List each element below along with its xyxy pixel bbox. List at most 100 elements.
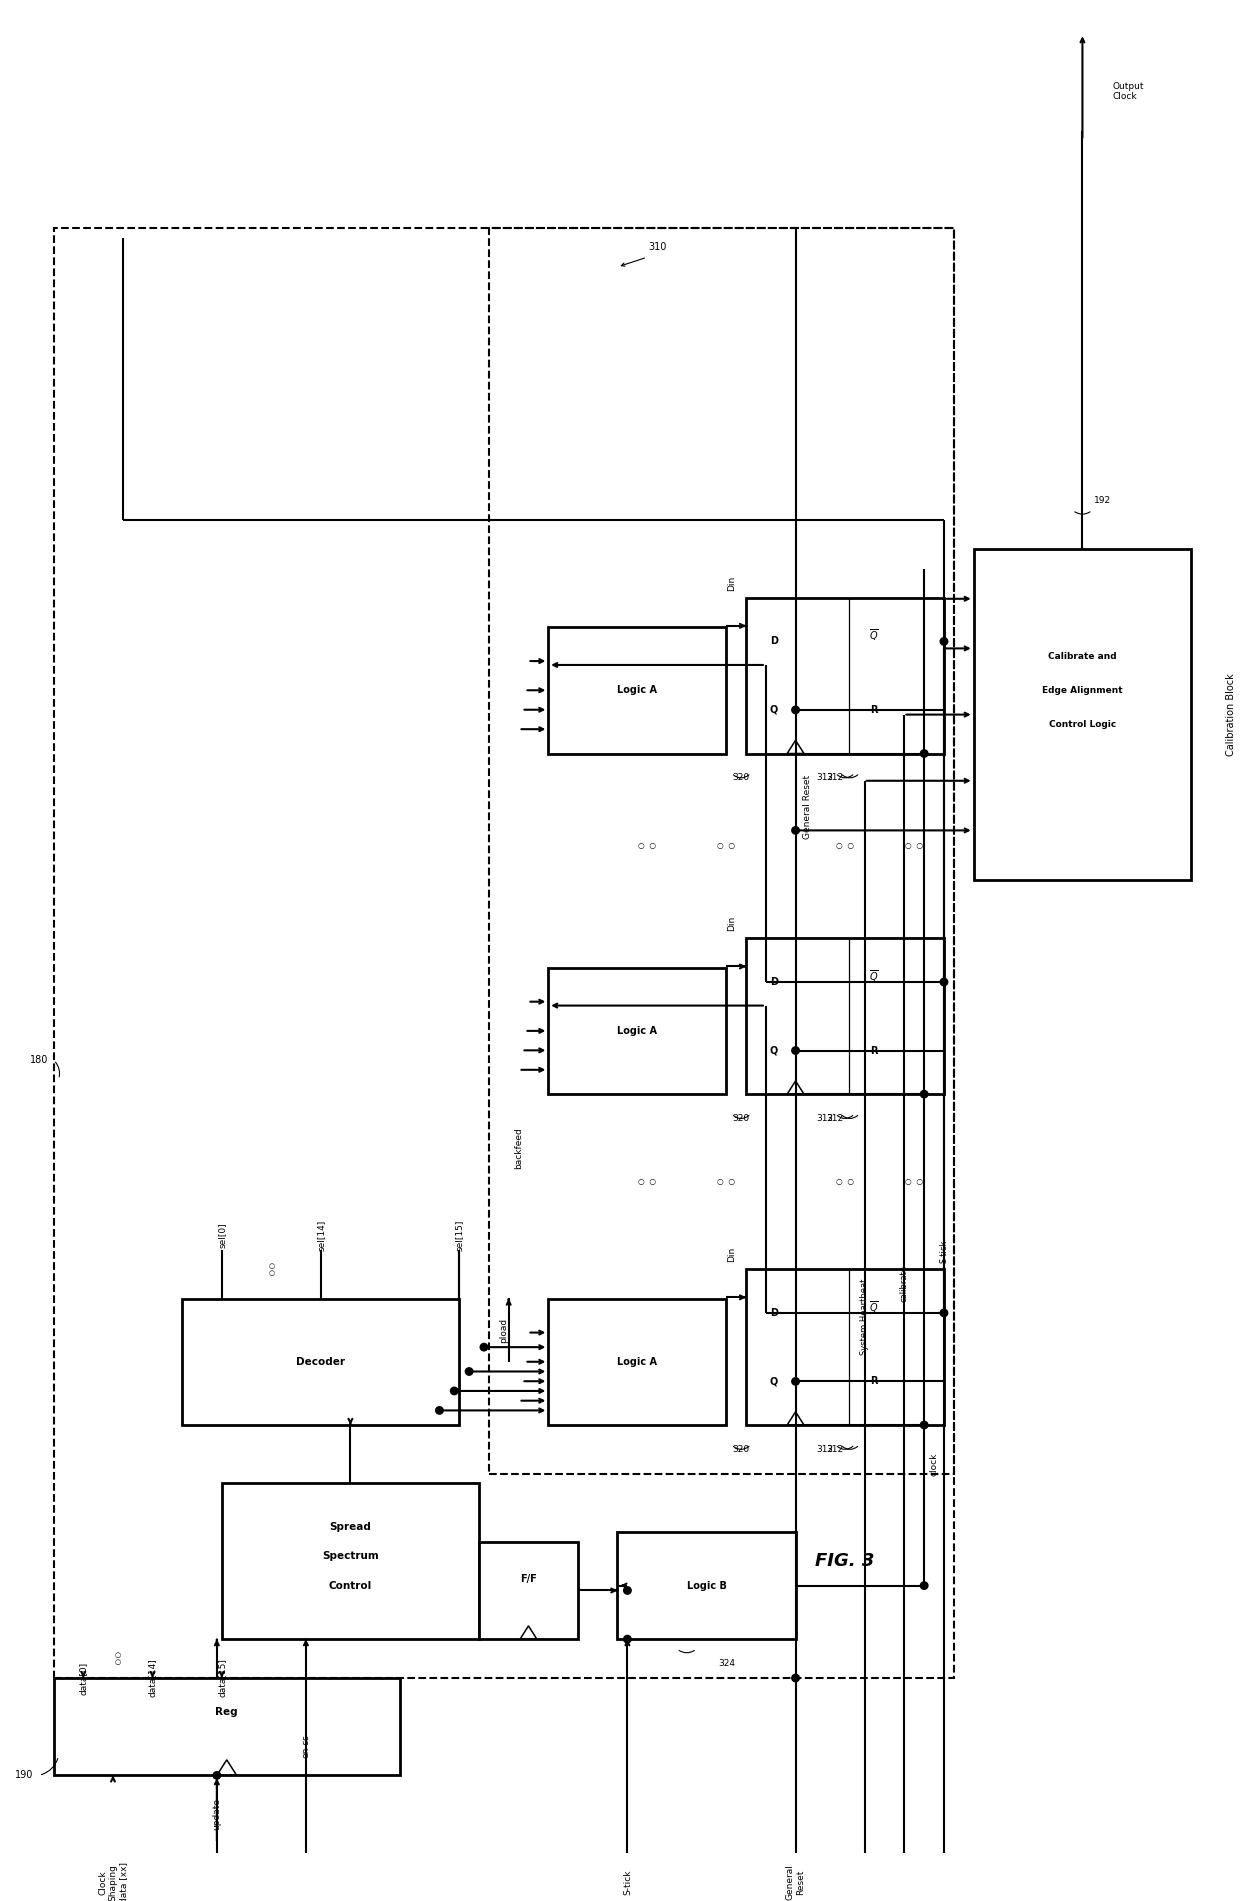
Text: Logic A: Logic A <box>618 1357 657 1367</box>
Text: 180: 180 <box>30 1055 48 1065</box>
Circle shape <box>920 1091 928 1099</box>
Text: $\overline{Q}$: $\overline{Q}$ <box>869 1298 879 1315</box>
Text: ○  ○: ○ ○ <box>639 842 656 850</box>
Text: Output
Clock: Output Clock <box>1112 82 1143 101</box>
Circle shape <box>624 1587 631 1595</box>
Text: ○  ○: ○ ○ <box>639 1177 656 1186</box>
Text: Din: Din <box>727 1247 735 1262</box>
Text: General
Reset: General Reset <box>786 1865 805 1901</box>
Text: S-tick: S-tick <box>940 1239 949 1262</box>
Circle shape <box>920 1582 928 1589</box>
Circle shape <box>940 979 947 987</box>
Text: 312: 312 <box>827 774 843 783</box>
Text: Din: Din <box>727 916 735 931</box>
Text: D: D <box>770 637 777 646</box>
Text: Logic A: Logic A <box>618 1027 657 1036</box>
Text: 320: 320 <box>733 774 750 783</box>
Text: 312: 312 <box>817 774 833 783</box>
Circle shape <box>792 1047 800 1055</box>
Text: System Heartbeat: System Heartbeat <box>861 1279 869 1355</box>
Text: R: R <box>870 1376 878 1386</box>
Bar <box>53 228 954 1679</box>
Text: ○  ○: ○ ○ <box>717 1177 735 1186</box>
Text: Decoder: Decoder <box>296 1357 345 1367</box>
Text: Reg: Reg <box>216 1707 238 1717</box>
Text: $\overline{Q}$: $\overline{Q}$ <box>869 627 879 643</box>
Text: R: R <box>870 705 878 715</box>
Text: General Reset: General Reset <box>804 776 812 838</box>
Text: 320: 320 <box>733 1114 750 1123</box>
Text: Spread: Spread <box>330 1523 371 1532</box>
Circle shape <box>435 1407 443 1414</box>
Text: 320: 320 <box>733 1445 750 1454</box>
Text: Calibration Block: Calibration Block <box>1226 673 1236 757</box>
Text: en-ss: en-ss <box>301 1734 310 1758</box>
Text: backfeed: backfeed <box>515 1127 523 1169</box>
Text: Q: Q <box>770 705 777 715</box>
Bar <box>746 597 944 753</box>
Bar <box>548 627 727 753</box>
Text: 324: 324 <box>718 1660 735 1667</box>
Circle shape <box>940 637 947 644</box>
Text: Calibrate and: Calibrate and <box>1048 652 1117 662</box>
Text: sel[14]: sel[14] <box>316 1220 325 1251</box>
Bar <box>53 1679 399 1776</box>
Text: 310: 310 <box>647 243 666 253</box>
Text: data[14]: data[14] <box>148 1660 157 1698</box>
Circle shape <box>624 1635 631 1642</box>
Circle shape <box>792 827 800 835</box>
Bar <box>548 968 727 1095</box>
Text: calibrate: calibrate <box>900 1266 909 1302</box>
Text: Q: Q <box>770 1046 777 1055</box>
Text: R: R <box>870 1046 878 1055</box>
Text: Q: Q <box>770 1376 777 1386</box>
Bar <box>618 1532 796 1639</box>
Circle shape <box>213 1772 221 1779</box>
Circle shape <box>940 1310 947 1317</box>
Bar <box>746 1270 944 1426</box>
Circle shape <box>792 1378 800 1386</box>
Bar <box>489 228 954 1473</box>
Text: Control: Control <box>329 1580 372 1591</box>
Text: $\overline{Q}$: $\overline{Q}$ <box>869 968 879 983</box>
Bar <box>973 549 1192 880</box>
Text: 312: 312 <box>817 1114 833 1123</box>
Text: Clock
Shaping
data [xx]: Clock Shaping data [xx] <box>98 1861 128 1901</box>
Text: Spectrum: Spectrum <box>322 1551 378 1561</box>
Bar <box>222 1483 479 1639</box>
Circle shape <box>792 707 800 713</box>
Text: ○  ○: ○ ○ <box>836 842 854 850</box>
Circle shape <box>920 1422 928 1430</box>
Text: FIG. 3: FIG. 3 <box>816 1553 874 1570</box>
Text: D: D <box>770 1308 777 1317</box>
Circle shape <box>465 1369 472 1374</box>
Text: ○
○: ○ ○ <box>115 1652 122 1665</box>
Text: S-tick: S-tick <box>622 1871 632 1895</box>
Text: 190: 190 <box>15 1770 33 1781</box>
Text: Edge Alignment: Edge Alignment <box>1042 686 1122 694</box>
Text: F/F: F/F <box>520 1574 537 1584</box>
Text: ○  ○: ○ ○ <box>717 842 735 850</box>
Circle shape <box>480 1344 487 1352</box>
Text: Control Logic: Control Logic <box>1049 720 1116 728</box>
Text: 312: 312 <box>827 1445 843 1454</box>
Bar <box>548 1298 727 1426</box>
Text: ○  ○: ○ ○ <box>836 1177 854 1186</box>
Text: sel[15]: sel[15] <box>455 1220 464 1251</box>
Circle shape <box>792 1675 800 1682</box>
Bar <box>746 939 944 1095</box>
Bar <box>479 1542 578 1639</box>
Text: D: D <box>770 977 777 987</box>
Text: Logic A: Logic A <box>618 684 657 696</box>
Text: Logic B: Logic B <box>687 1580 727 1591</box>
Text: 312: 312 <box>817 1445 833 1454</box>
Bar <box>182 1298 459 1426</box>
Text: 192: 192 <box>1094 496 1111 506</box>
Text: clock: clock <box>930 1452 939 1475</box>
Text: pload: pload <box>500 1317 508 1342</box>
Circle shape <box>920 749 928 757</box>
Text: update: update <box>212 1798 222 1831</box>
Text: ○  ○: ○ ○ <box>905 1177 924 1186</box>
Text: sel[0]: sel[0] <box>217 1222 227 1249</box>
Text: Din: Din <box>727 576 735 591</box>
